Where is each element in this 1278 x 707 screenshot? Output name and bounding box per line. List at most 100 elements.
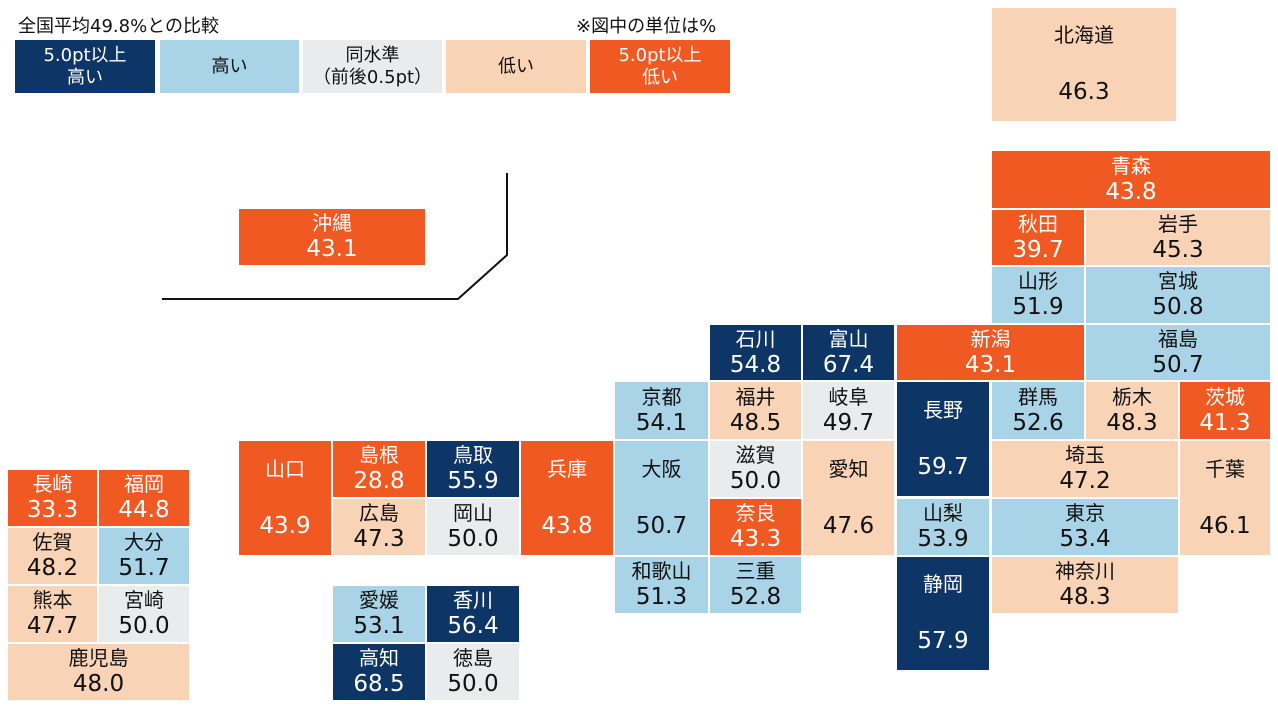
pref-name: 熊本 (32, 588, 73, 612)
pref-value: 54.1 (635, 409, 688, 436)
pref-name: 宮城 (1158, 269, 1198, 293)
pref-aomori: 青森 43.8 (992, 151, 1270, 208)
pref-name: 兵庫 (547, 456, 587, 481)
pref-kochi: 高知 68.5 (333, 644, 425, 700)
pref-name: 山口 (265, 456, 305, 481)
pref-value: 67.4 (822, 351, 875, 378)
pref-name: 長崎 (32, 472, 73, 496)
legend-same-line2: （前後0.5pt） (312, 66, 433, 88)
pref-name: 和歌山 (631, 559, 692, 583)
legend-same-line1: 同水準 (345, 44, 400, 66)
pref-yamagata: 山形 51.9 (992, 267, 1084, 323)
legend-higher: 高い (160, 40, 299, 93)
pref-value: 50.0 (729, 468, 782, 494)
pref-nagano: 長野 59.7 (897, 382, 989, 496)
pref-value: 53.4 (1059, 526, 1111, 552)
pref-value: 50.7 (635, 512, 688, 539)
pref-value: 48.2 (26, 555, 79, 581)
pref-shimane: 島根 28.8 (333, 441, 425, 497)
pref-value: 45.3 (1152, 236, 1204, 263)
pref-value: 43.9 (259, 512, 311, 539)
pref-name: 青森 (1111, 153, 1151, 178)
pref-value: 43.1 (306, 236, 358, 262)
pref-name: 島根 (359, 443, 399, 467)
pref-value: 54.8 (729, 351, 782, 378)
pref-name: 石川 (735, 326, 776, 351)
pref-name: 奈良 (735, 501, 776, 525)
pref-ehime: 愛媛 53.1 (333, 586, 425, 642)
pref-value: 47.3 (353, 526, 405, 552)
pref-miyazaki: 宮崎 50.0 (99, 586, 189, 642)
pref-iwate: 岩手 45.3 (1086, 210, 1270, 265)
pref-fukushima: 福島 50.7 (1086, 325, 1270, 380)
pref-name: 埼玉 (1065, 443, 1105, 467)
pref-name: 福島 (1158, 326, 1198, 351)
pref-value: 46.1 (1199, 512, 1251, 539)
pref-gifu: 岐阜 49.7 (803, 382, 894, 439)
pref-value: 55.9 (447, 468, 499, 494)
pref-value: 50.0 (447, 526, 499, 552)
pref-name: 静岡 (923, 572, 963, 597)
legend-lower: 低い (446, 40, 586, 93)
pref-tokushima: 徳島 50.0 (427, 644, 519, 700)
legend-much-higher: 5.0pt以上 高い (15, 40, 155, 93)
legend-much-lower-line1: 5.0pt以上 (618, 44, 702, 66)
pref-value: 52.6 (1012, 409, 1064, 436)
pref-tochigi: 栃木 48.3 (1086, 382, 1178, 439)
pref-value: 46.3 (1058, 78, 1110, 105)
pref-value: 43.8 (1105, 178, 1157, 205)
pref-name: 大阪 (641, 456, 682, 481)
pref-value: 47.7 (26, 613, 79, 639)
pref-ibaraki: 茨城 41.3 (1180, 382, 1270, 439)
pref-value: 48.3 (1059, 584, 1111, 610)
pref-value: 51.7 (118, 555, 170, 581)
pref-shizuoka: 静岡 57.9 (897, 557, 989, 670)
pref-hiroshima: 広島 47.3 (333, 499, 425, 555)
pref-value: 48.0 (72, 671, 125, 697)
pref-kanagawa: 神奈川 48.3 (992, 557, 1178, 613)
pref-value: 43.1 (964, 351, 1017, 378)
pref-wakayama: 和歌山 51.3 (615, 557, 708, 613)
pref-okinawa: 沖縄 43.1 (239, 209, 425, 265)
pref-name: 宮崎 (124, 588, 164, 612)
pref-name: 岩手 (1158, 211, 1198, 236)
pref-miyagi: 宮城 50.8 (1086, 267, 1270, 323)
pref-value: 53.9 (917, 526, 969, 552)
pref-name: 三重 (735, 559, 776, 583)
pref-value: 49.7 (822, 409, 875, 436)
unit-note: ※図中の単位は% (576, 16, 717, 37)
legend-much-higher-line1: 5.0pt以上 (43, 44, 127, 66)
pref-mie: 三重 52.8 (710, 557, 801, 613)
pref-saitama: 埼玉 47.2 (992, 441, 1178, 497)
pref-kagawa: 香川 56.4 (427, 586, 519, 642)
pref-fukuoka: 福岡 44.8 (99, 470, 189, 526)
pref-tottori: 鳥取 55.9 (427, 441, 519, 497)
pref-osaka: 大阪 50.7 (615, 441, 708, 555)
pref-name: 鹿児島 (68, 646, 129, 670)
pref-ishikawa: 石川 54.8 (710, 325, 801, 380)
pref-name: 佐賀 (32, 530, 73, 554)
pref-name: 神奈川 (1055, 559, 1115, 583)
pref-nara: 奈良 43.3 (710, 499, 801, 555)
pref-name: 京都 (641, 384, 682, 409)
pref-name: 長野 (923, 397, 963, 422)
pref-value: 59.7 (917, 453, 969, 480)
legend-much-lower-line2: 低い (642, 66, 678, 88)
pref-name: 栃木 (1112, 384, 1152, 409)
pref-value: 53.1 (353, 613, 405, 639)
pref-name: 千葉 (1205, 456, 1245, 481)
pref-name: 愛知 (828, 456, 869, 481)
pref-name: 沖縄 (312, 211, 352, 235)
pref-value: 43.8 (541, 512, 593, 539)
pref-toyama: 富山 67.4 (803, 325, 894, 380)
pref-name: 香川 (453, 588, 493, 612)
pref-value: 56.4 (447, 613, 499, 639)
map-title: 全国平均49.8%との比較 (18, 16, 220, 37)
pref-akita: 秋田 39.7 (992, 210, 1084, 265)
legend-same: 同水準 （前後0.5pt） (303, 40, 442, 93)
pref-fukui: 福井 48.5 (710, 382, 801, 439)
pref-value: 48.5 (729, 409, 782, 436)
pref-name: 山形 (1018, 269, 1058, 293)
pref-value: 52.8 (729, 584, 782, 610)
